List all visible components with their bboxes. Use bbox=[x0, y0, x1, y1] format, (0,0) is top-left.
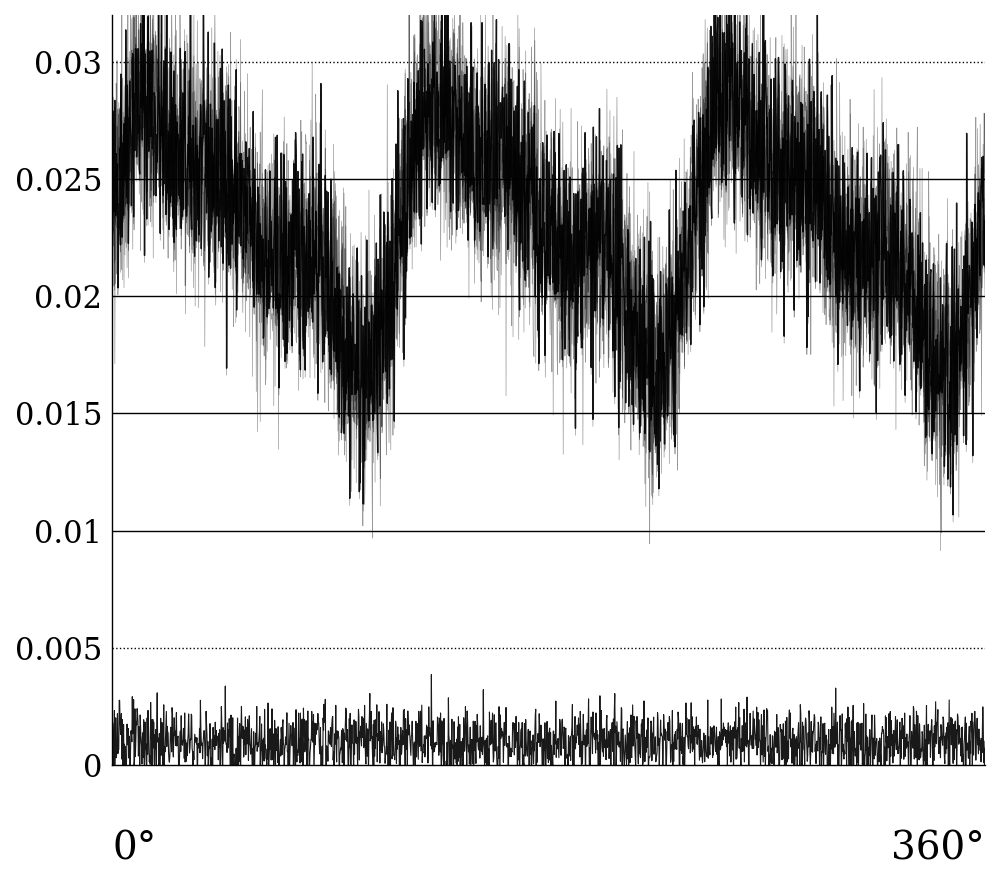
Text: 360°: 360° bbox=[891, 830, 985, 867]
Text: 0°: 0° bbox=[112, 830, 156, 867]
Text: 20: 20 bbox=[0, 875, 1, 876]
